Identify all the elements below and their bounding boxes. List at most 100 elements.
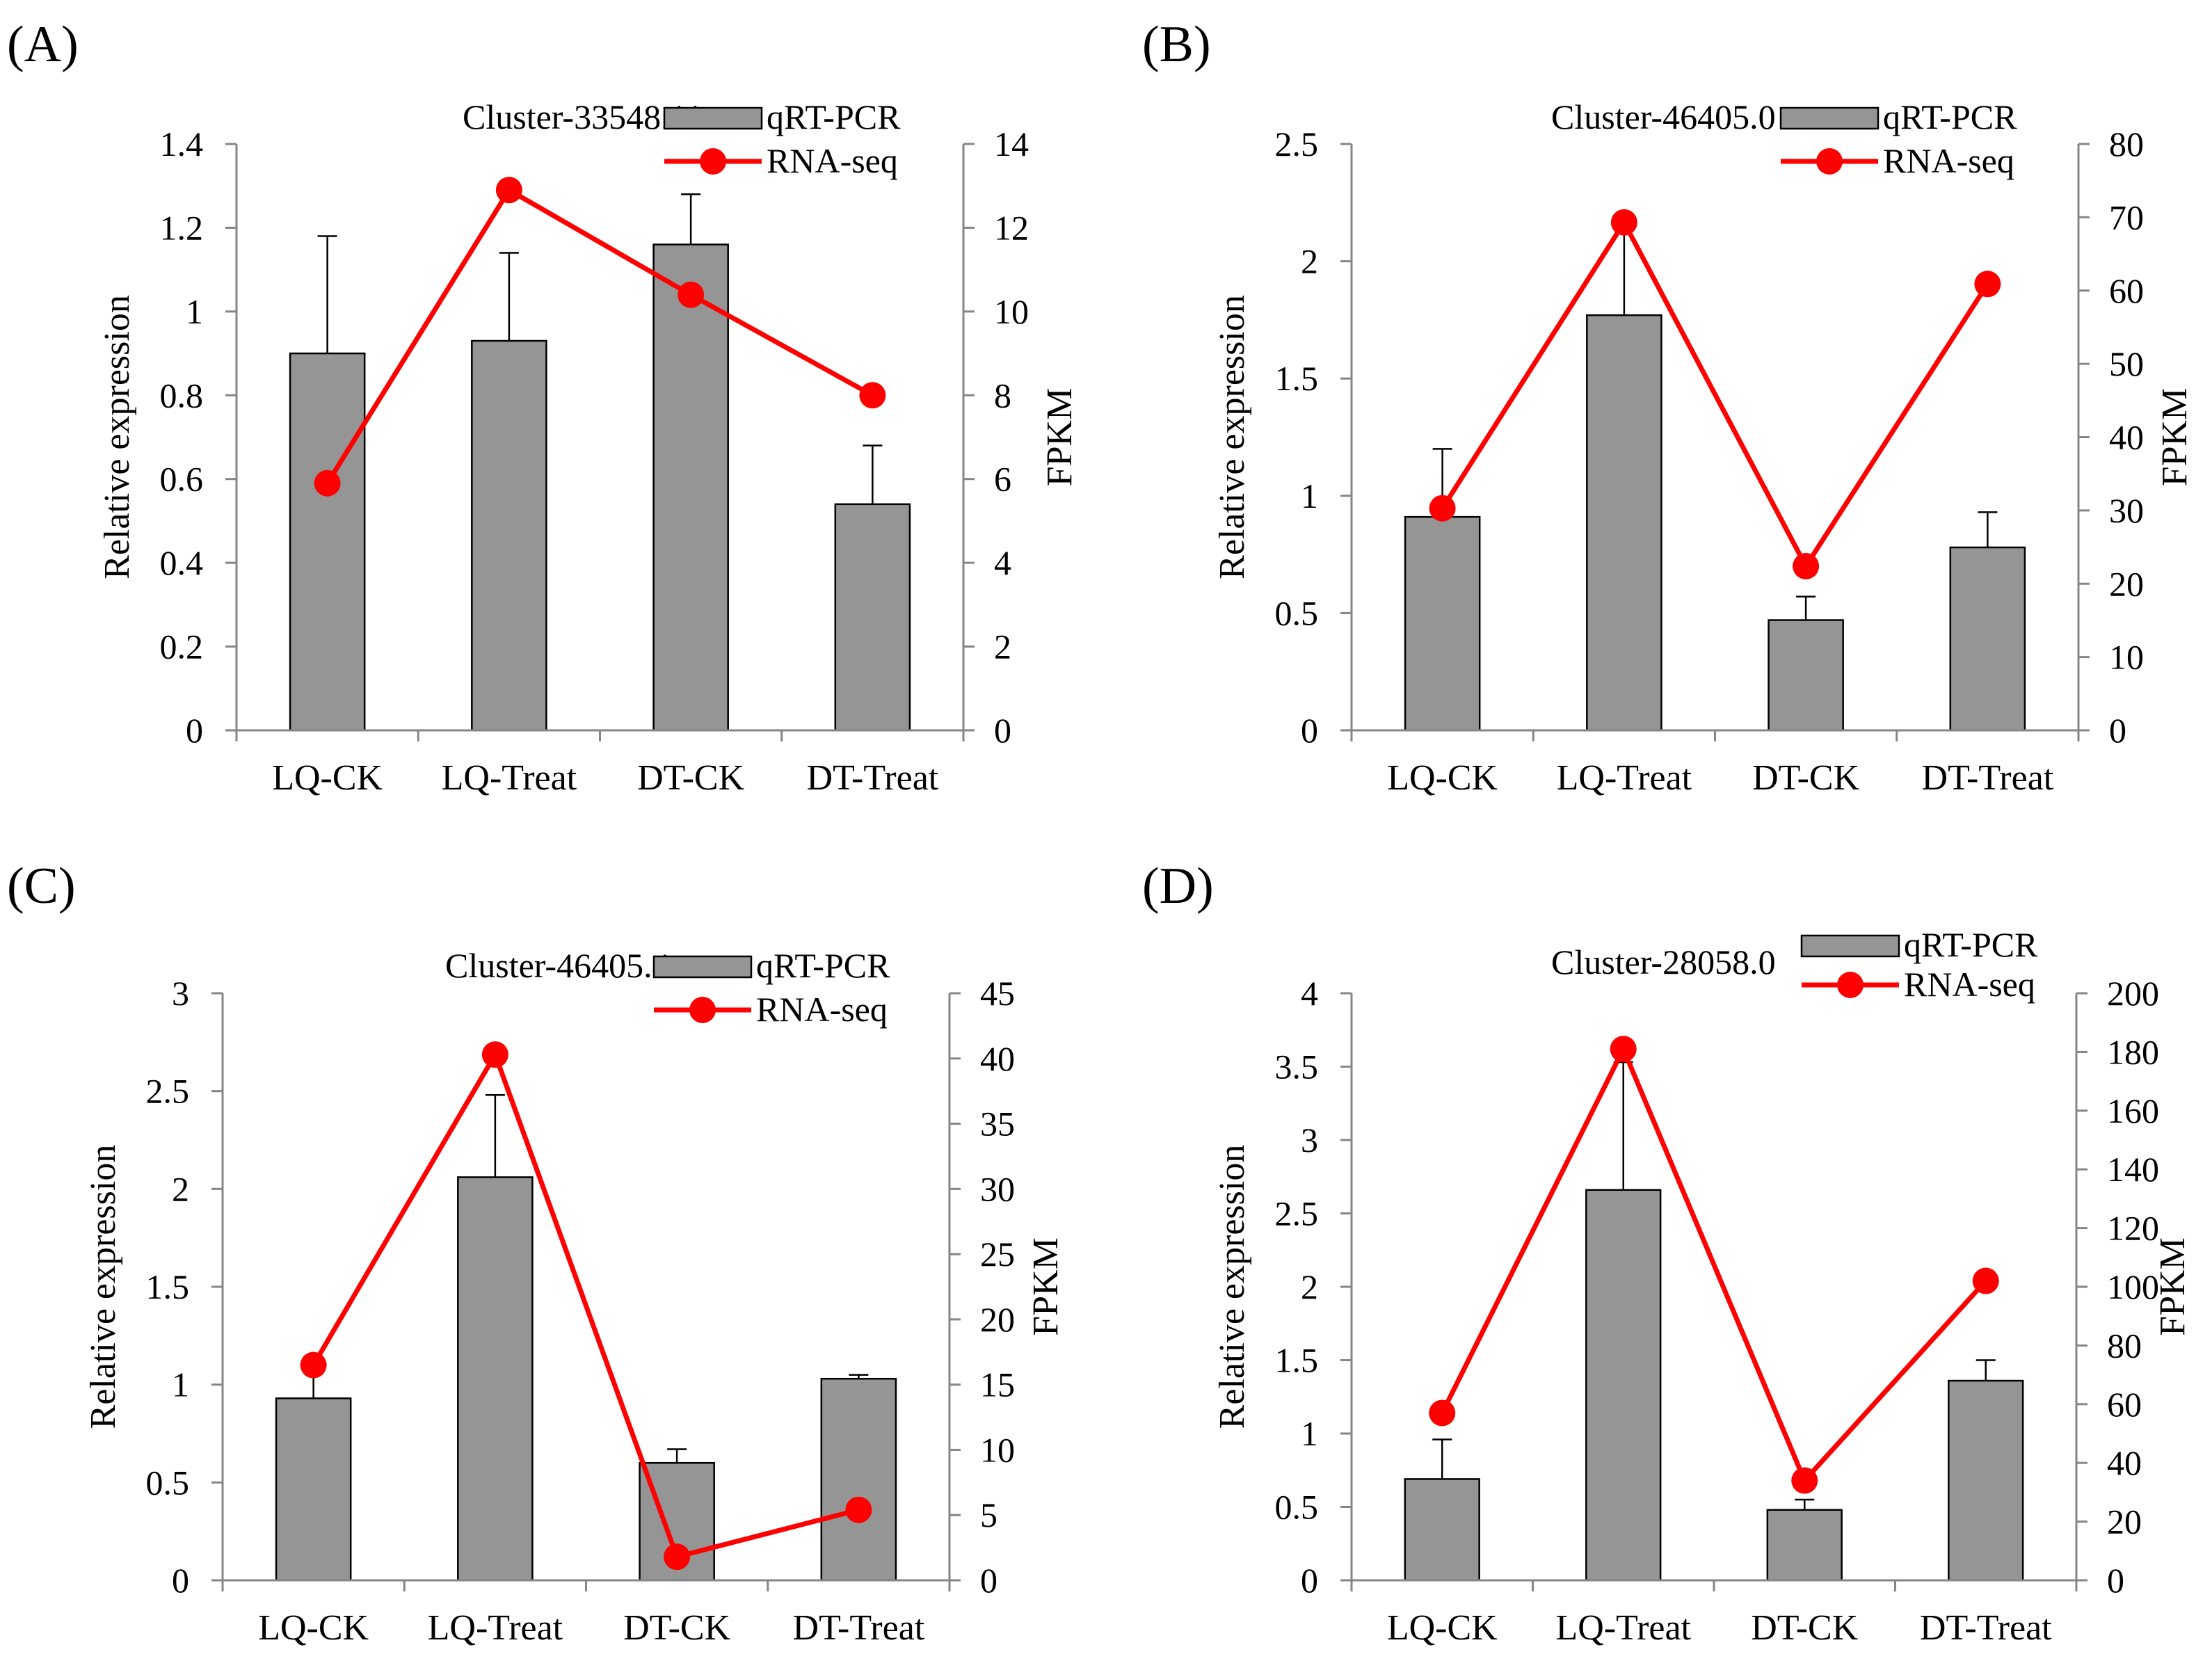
y-tick-label-left: 0.5 bbox=[1275, 1488, 1319, 1527]
rnaseq-point bbox=[481, 1041, 508, 1068]
bar-qrtpcr bbox=[471, 339, 547, 732]
y-tick-label-left: 2.5 bbox=[1275, 125, 1319, 163]
rnaseq-point bbox=[314, 470, 341, 497]
x-category-label: DT-Treat bbox=[807, 758, 939, 798]
panel-label: (D) bbox=[1142, 858, 1214, 915]
rnaseq-point bbox=[1429, 495, 1456, 522]
x-category-label: LQ-Treat bbox=[1557, 758, 1692, 798]
y-tick-label-left: 0.2 bbox=[160, 627, 204, 666]
rnaseq-point bbox=[1429, 1399, 1456, 1427]
rnaseq-point bbox=[1972, 1267, 1999, 1294]
bar-qrtpcr bbox=[1768, 619, 1844, 732]
rnaseq-point bbox=[1610, 1036, 1637, 1063]
y-tick-label-left: 1.5 bbox=[1275, 1341, 1319, 1380]
y-tick-label-left: 0.4 bbox=[160, 543, 204, 582]
rnaseq-point bbox=[495, 177, 522, 204]
y-tick-label-right: 2 bbox=[994, 627, 1011, 666]
legend-swatch-rnaseq-marker bbox=[700, 148, 726, 175]
y-tick-label-right: 100 bbox=[2107, 1267, 2159, 1306]
y-tick-label-right: 20 bbox=[2107, 1502, 2142, 1541]
y-tick-label-right: 30 bbox=[2109, 491, 2144, 530]
y-tick-label-left: 1.4 bbox=[160, 125, 204, 163]
y-tick-label-right: 20 bbox=[980, 1300, 1015, 1339]
rnaseq-point bbox=[1793, 552, 1820, 579]
x-category-label: LQ-CK bbox=[1387, 758, 1498, 798]
rnaseq-point bbox=[859, 382, 886, 409]
y-tick-label-right: 25 bbox=[980, 1235, 1015, 1274]
legend-swatch-qrtpcr bbox=[663, 106, 763, 130]
rnaseq-point bbox=[664, 1543, 691, 1571]
y-tick-label-right: 10 bbox=[994, 292, 1029, 331]
y-axis-label-left: Relative expression bbox=[83, 1145, 123, 1429]
legend-swatch-qrtpcr bbox=[1800, 934, 1900, 958]
rnaseq-point bbox=[678, 281, 705, 308]
rnaseq-line bbox=[1440, 1046, 1988, 1484]
rnaseq-line bbox=[325, 187, 874, 485]
x-category-label: LQ-Treat bbox=[442, 758, 577, 798]
y-tick-label-right: 140 bbox=[2107, 1150, 2159, 1189]
y-tick-label-right: 80 bbox=[2107, 1326, 2142, 1365]
y-tick-label-right: 45 bbox=[980, 974, 1015, 1013]
y-tick-label-left: 4 bbox=[1301, 974, 1318, 1013]
rnaseq-line bbox=[1440, 220, 1990, 569]
y-tick-label-right: 0 bbox=[980, 1561, 997, 1600]
legend-label-qrtpcr: qRT-PCR bbox=[756, 946, 890, 985]
chart-title: Cluster-46405.0 bbox=[1551, 97, 1776, 136]
y-axis-label-right: FPKM bbox=[2153, 1237, 2193, 1336]
y-tick-label-right: 70 bbox=[2109, 198, 2144, 236]
legend-label-rnaseq: RNA-seq bbox=[756, 990, 888, 1029]
rnaseq-point bbox=[1791, 1467, 1818, 1494]
legend-swatch-qrtpcr bbox=[652, 955, 753, 979]
bar-qrtpcr bbox=[1586, 314, 1662, 732]
legend-label-qrtpcr: qRT-PCR bbox=[1904, 925, 2038, 964]
y-tick-label-left: 0 bbox=[186, 711, 203, 750]
y-axis-label-right: FPKM bbox=[2155, 388, 2195, 487]
x-category-label: LQ-Treat bbox=[1556, 1608, 1692, 1648]
y-tick-label-left: 2.5 bbox=[146, 1072, 190, 1111]
y-axis-label-right: FPKM bbox=[1040, 388, 1080, 487]
legend-swatch-qrtpcr bbox=[1779, 106, 1880, 130]
legend-swatch-rnaseq-marker bbox=[1837, 972, 1864, 998]
bar-qrtpcr bbox=[820, 1377, 897, 1582]
legend-label-rnaseq: RNA-seq bbox=[767, 141, 898, 180]
y-tick-label-left: 2 bbox=[1301, 242, 1318, 281]
chart-title: Cluster-46405.4 bbox=[445, 946, 670, 985]
chart-title: Cluster-28058.0 bbox=[1551, 942, 1776, 981]
panel-label: (B) bbox=[1142, 16, 1211, 73]
y-tick-label-left: 0.6 bbox=[160, 460, 204, 499]
rnaseq-point bbox=[300, 1351, 327, 1379]
x-category-label: DT-CK bbox=[623, 1608, 731, 1648]
y-tick-label-right: 20 bbox=[2109, 564, 2144, 603]
rnaseq-point bbox=[1610, 209, 1637, 236]
y-tick-label-left: 0.8 bbox=[160, 376, 204, 415]
bar-qrtpcr bbox=[652, 243, 729, 732]
y-tick-label-right: 12 bbox=[994, 208, 1029, 247]
y-tick-label-left: 1 bbox=[172, 1365, 189, 1404]
chart-panel-b: (B) Cluster-46405.0 0 0.5 1 1.5 2 2.5 0 10 20 30 40 5… bbox=[1142, 16, 2195, 798]
y-tick-label-left: 0 bbox=[1301, 711, 1318, 750]
chart-panel-d: (D)Cluster-28058.000.511.522.533.5402040… bbox=[1142, 858, 2193, 1648]
y-tick-label-left: 0 bbox=[172, 1561, 189, 1600]
y-tick-label-right: 80 bbox=[2109, 125, 2144, 163]
y-tick-label-left: 2 bbox=[1301, 1267, 1318, 1306]
y-axis-label-left: Relative expression bbox=[97, 295, 137, 579]
x-category-label: LQ-CK bbox=[272, 758, 383, 798]
chart-panel-a: (A) Cluster-33548.11 0 0.2 0.4 0.6 0.8 1 1.2 1.4 0… bbox=[7, 16, 1080, 798]
bar-qrtpcr bbox=[275, 1397, 352, 1582]
y-tick-label-left: 1 bbox=[186, 292, 203, 331]
y-tick-label-right: 0 bbox=[994, 711, 1011, 750]
panel-label: (C) bbox=[7, 858, 76, 915]
bar-qrtpcr bbox=[1404, 515, 1481, 732]
bar-qrtpcr bbox=[289, 352, 366, 732]
y-tick-label-right: 40 bbox=[2109, 418, 2144, 457]
y-tick-label-right: 60 bbox=[2107, 1385, 2142, 1424]
y-tick-label-right: 40 bbox=[980, 1039, 1015, 1078]
x-category-label: DT-CK bbox=[637, 758, 745, 798]
chart-title: Cluster-33548.11 bbox=[463, 97, 703, 136]
legend-swatch-rnaseq-marker bbox=[689, 997, 716, 1023]
y-tick-label-right: 30 bbox=[980, 1169, 1015, 1208]
y-tick-label-left: 3 bbox=[1301, 1121, 1318, 1160]
x-category-label: DT-CK bbox=[1752, 758, 1860, 798]
y-tick-label-right: 4 bbox=[994, 543, 1011, 582]
